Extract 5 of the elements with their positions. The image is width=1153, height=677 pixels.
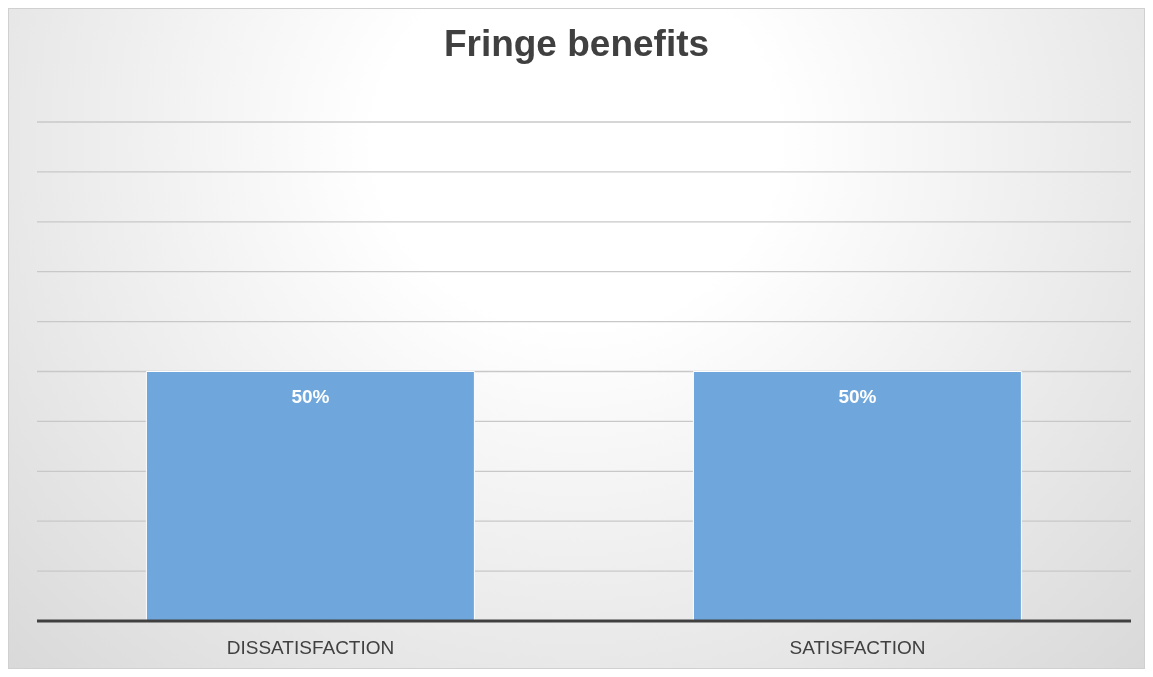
x-tick-label: SATISFACTION [789, 637, 926, 659]
chart-title: Fringe benefits [442, 23, 711, 65]
data-label: 50% [291, 385, 330, 407]
data-label: 50% [838, 385, 877, 407]
x-tick-label: DISSATISFACTION [226, 637, 395, 659]
